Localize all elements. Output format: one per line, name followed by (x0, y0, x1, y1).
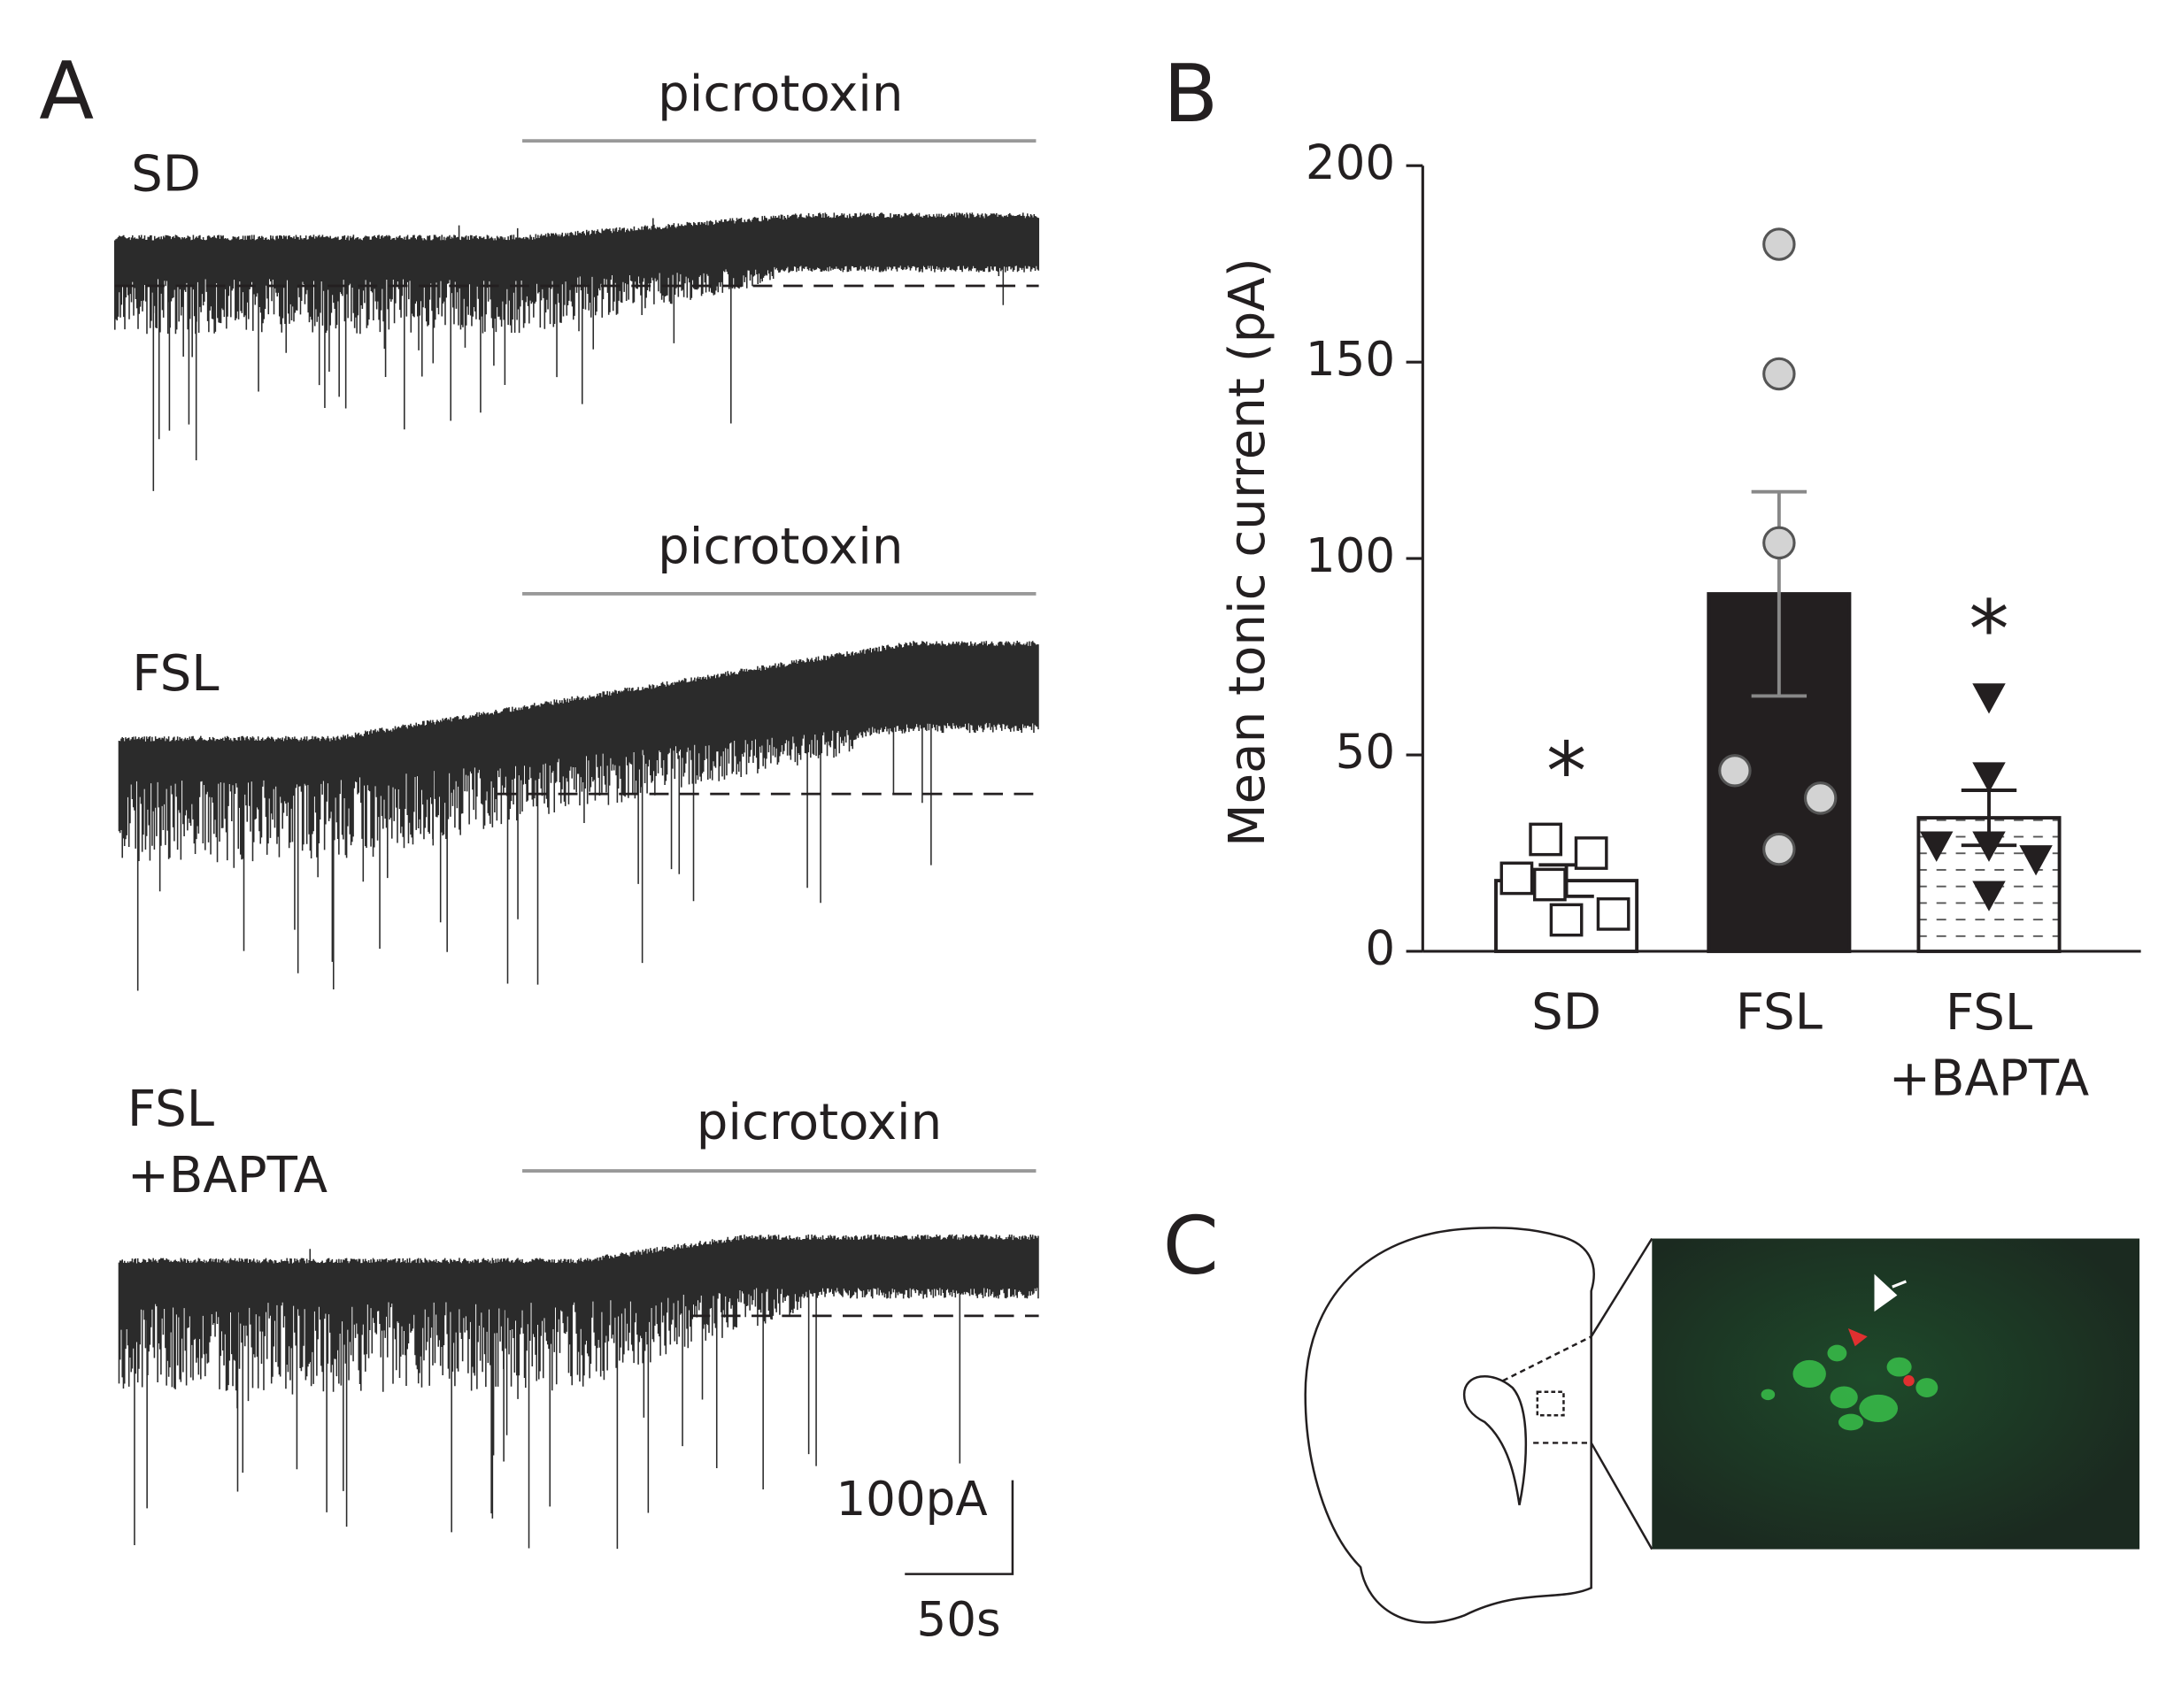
data-point (2019, 845, 2053, 876)
data-point (1762, 832, 1796, 866)
data-point (1919, 831, 1954, 862)
panel-label: A (39, 45, 94, 138)
scale-bar (905, 1480, 1014, 1575)
data-point (1762, 357, 1796, 391)
data-point (1499, 861, 1534, 896)
data-point (1972, 683, 2006, 714)
significance: * (1969, 583, 2008, 676)
drug-label: picrotoxin (697, 1094, 942, 1151)
data-point (1972, 762, 2006, 793)
data-point (1718, 754, 1752, 788)
data-point (1532, 867, 1567, 902)
trace-label: FSL +BAPTA (127, 1081, 328, 1204)
trace-label: SD (131, 145, 201, 203)
drug-label: picrotoxin (658, 65, 903, 123)
x-tick-label: FSL +BAPTA (1889, 983, 2089, 1107)
y-tick-label: 100 (1306, 528, 1395, 583)
data-point (1972, 831, 2006, 862)
micrograph (1652, 1238, 2140, 1550)
panel-label: B (1163, 48, 1218, 141)
significance: * (1546, 726, 1586, 819)
scale-label: 100pA (836, 1472, 987, 1527)
y-tick-label: 200 (1306, 135, 1395, 190)
data-point (1803, 781, 1838, 815)
data-point (1762, 227, 1796, 261)
drug-label: picrotoxin (658, 519, 903, 576)
current-trace (118, 1234, 1039, 1550)
data-point (1574, 836, 1608, 870)
x-tick-label: SD (1531, 983, 1601, 1041)
data-point (1529, 822, 1563, 857)
data-point (1596, 896, 1630, 931)
y-tick-label: 0 (1365, 921, 1395, 976)
scale-label: 50s (917, 1592, 1001, 1647)
y-tick-label: 50 (1336, 725, 1395, 780)
error-bar (1751, 489, 1808, 698)
current-trace (114, 212, 1040, 491)
data-point (1762, 526, 1796, 560)
brain-diagram (1304, 1227, 1653, 1624)
y-tick-label: 150 (1306, 332, 1395, 387)
y-axis-title: Mean tonic current (pA) (1219, 258, 1276, 846)
data-point (1549, 903, 1584, 937)
panel-label: C (1163, 1199, 1219, 1292)
trace-label: FSL (132, 645, 219, 703)
data-point (1972, 881, 2006, 912)
x-tick-label: FSL (1736, 983, 1823, 1041)
current-trace (118, 640, 1039, 991)
